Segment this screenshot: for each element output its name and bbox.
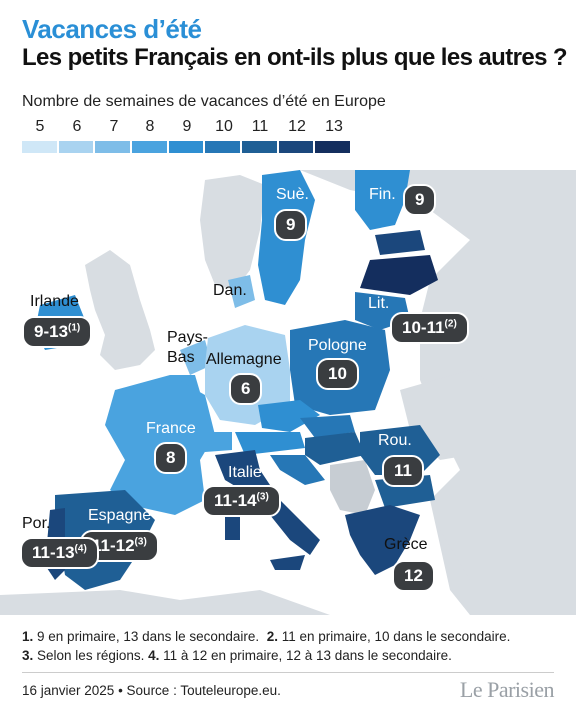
legend-swatch [242,141,277,153]
country-slovenia-croatia [270,455,325,485]
land-ukraine [400,370,520,460]
country-sicily [270,555,305,570]
legend-step-label: 8 [145,118,155,135]
legend-swatch [95,141,131,153]
legend-scale-labels: 5 6 7 8 9 10 11 12 13 [22,118,352,138]
legend-swatch [58,141,94,153]
value-badge-poland: 10 [316,358,359,390]
country-greece [345,505,420,575]
legend-swatch [132,141,167,153]
legend-swatch [205,141,241,153]
label-poland: Pologne [308,337,367,354]
value-badge-germany: 6 [229,373,263,405]
value-badge-lithuania: 10-11(2) [390,312,469,344]
legend-step-label: 12 [288,118,306,135]
country-hungary [305,432,365,465]
legend-step-label: 13 [325,118,343,135]
country-sardinia [225,510,240,540]
value-badge-romania: 11 [382,455,424,487]
publisher-logo: Le Parisien [459,677,555,702]
footnote-line-1: 1. 9 en primaire, 13 dans le secondaire.… [22,629,511,644]
value-badge-italy: 11-14(3) [202,485,281,517]
label-sweden: Suè. [276,186,309,203]
legend-step-label: 10 [215,118,233,135]
label-portugal: Por. [22,515,51,532]
legend-step-label: 9 [182,118,192,135]
kicker: Vacances d’été [22,14,202,44]
country-netherlands [180,340,212,375]
label-italy: Italie [228,464,262,481]
value-badge-sweden: 9 [274,209,308,241]
label-netherlands: Pays- Bas [167,329,208,366]
land-north-africa [0,590,330,615]
footnotes: 1. 9 en primaire, 13 dans le secondaire.… [22,627,510,665]
label-finland: Fin. [369,186,396,203]
legend-step-label: 6 [72,118,82,135]
land-norway [200,175,265,290]
footer-divider [22,672,554,673]
legend-color-bar [22,141,352,153]
label-greece: Grèce [384,536,428,553]
value-badge-ireland: 9-13(1) [22,316,93,348]
page-title: Les petits Français en ont-ils plus que … [22,44,568,71]
value-badge-finland: 9 [403,184,437,216]
land-balkans [330,460,375,515]
label-germany: Allemagne [206,351,282,368]
country-austria [235,432,305,455]
country-latvia [360,255,438,295]
country-czechia [258,400,320,432]
legend-step-label: 5 [35,118,45,135]
value-badge-france: 8 [154,442,188,474]
land-uk [85,250,155,370]
country-slovakia [300,415,355,438]
country-finland [355,170,410,230]
land-turkey [440,520,576,590]
label-lithuania: Lit. [368,295,390,312]
europe-map [0,170,576,615]
value-badge-greece: 12 [392,560,435,592]
label-romania: Rou. [378,432,412,449]
country-estonia [375,230,425,255]
country-denmark [228,275,255,308]
label-spain: Espagne [88,507,152,524]
legend-step-label: 11 [251,118,269,135]
legend-swatch [168,141,204,153]
value-badge-portugal: 11-13(4) [20,537,99,569]
footnote-line-2: 3. Selon les régions. 4. 11 à 12 en prim… [22,648,452,663]
legend-swatch [315,141,351,153]
label-france: France [146,420,196,437]
legend-title: Nombre de semaines de vacances d’été en … [22,93,386,110]
label-denmark: Dan. [213,282,247,299]
legend-swatch [278,141,314,153]
legend-swatch [22,141,57,153]
legend-step-label: 7 [109,118,119,135]
source-line: 16 janvier 2025 • Source : Touteleurope.… [22,683,281,698]
label-ireland: Irlande [30,293,79,310]
